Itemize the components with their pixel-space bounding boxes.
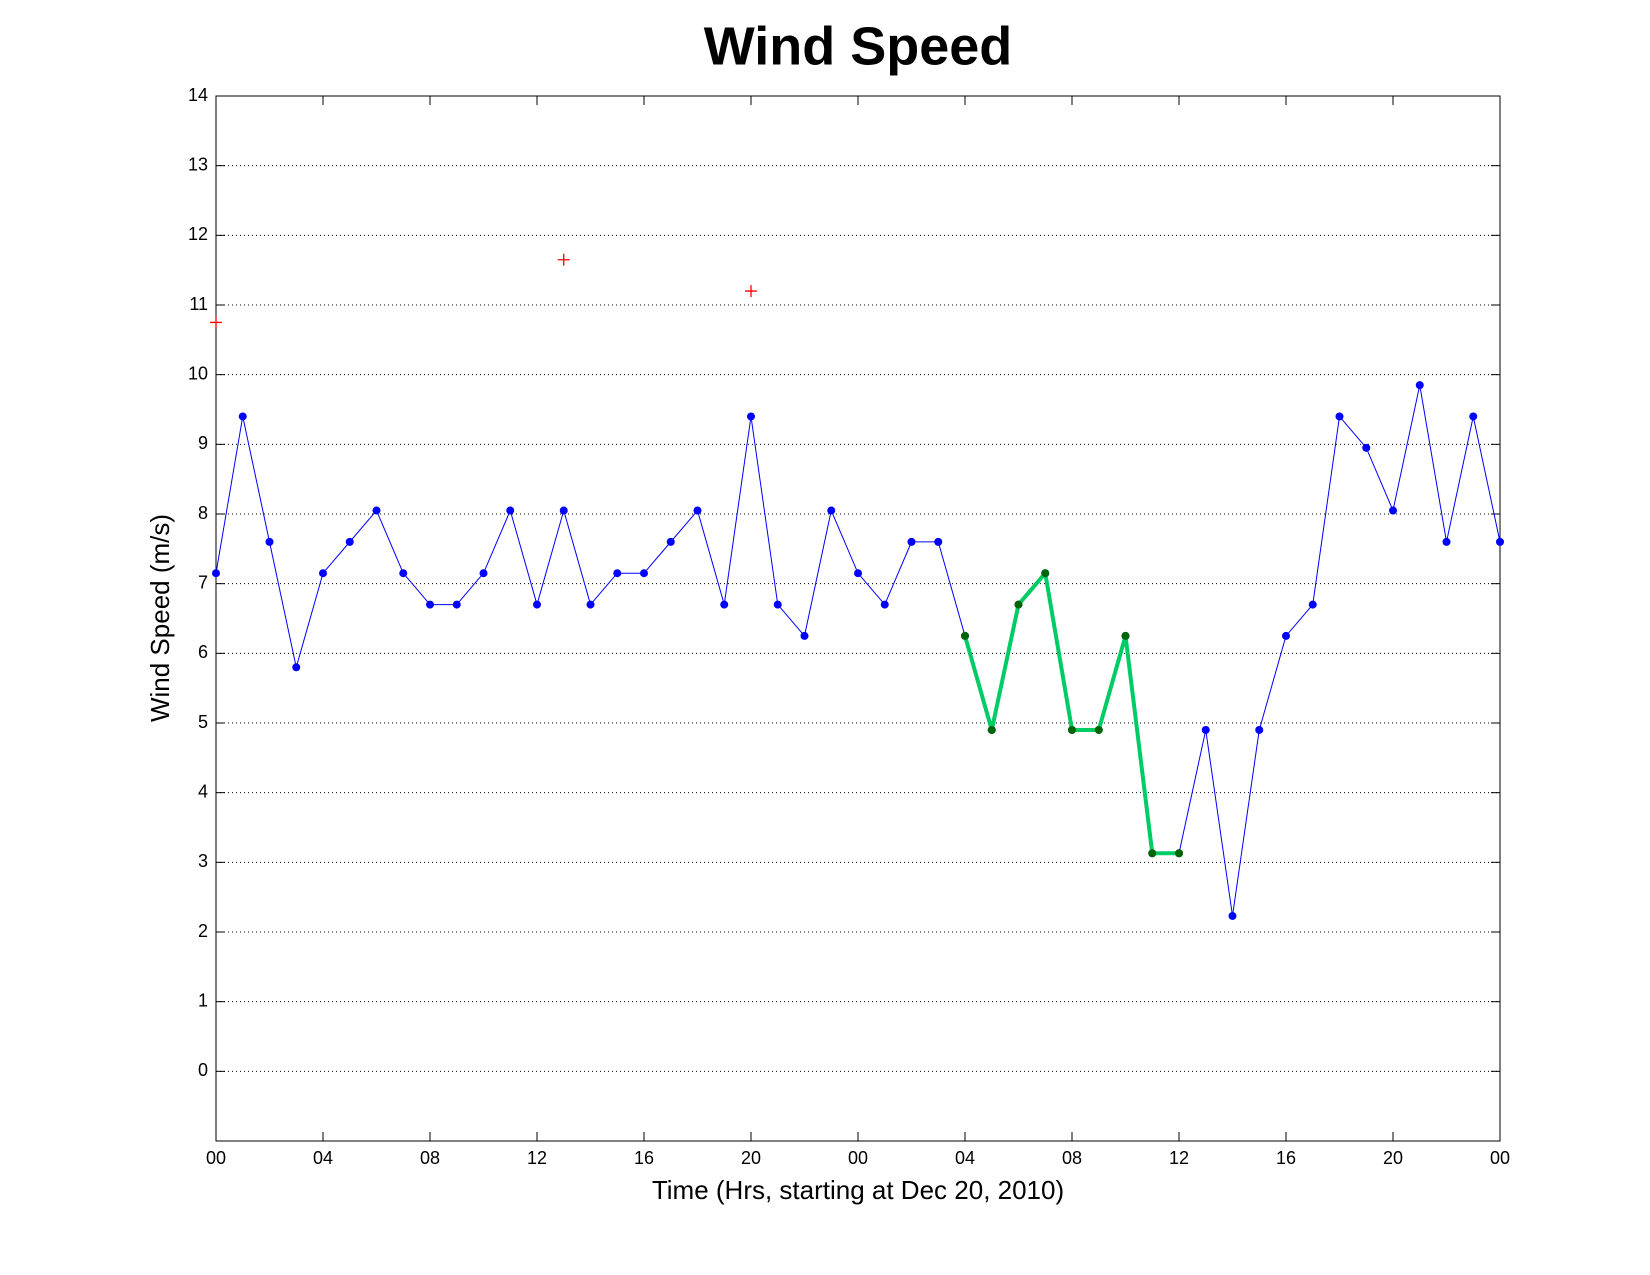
data-point: [1255, 725, 1264, 734]
data-point: [720, 600, 729, 609]
data-point: [559, 506, 568, 515]
data-point: [212, 569, 220, 578]
y-tick-label: 0: [198, 1060, 208, 1080]
data-point: [613, 569, 622, 578]
data-point: [1041, 569, 1050, 578]
y-tick-label: 13: [188, 154, 208, 174]
plus-marker: [210, 316, 222, 329]
data-point: [827, 506, 836, 515]
data-point: [1068, 725, 1076, 734]
y-tick-label: 1: [198, 990, 208, 1010]
x-tick-label: 12: [1169, 1148, 1189, 1168]
data-point: [693, 506, 702, 515]
x-tick-label: 08: [1062, 1148, 1082, 1168]
data-point: [1282, 631, 1290, 640]
y-tick-label: 11: [189, 294, 208, 314]
data-point: [961, 631, 969, 640]
data-point: [1148, 849, 1157, 858]
data-point: [1094, 725, 1103, 734]
data-point: [319, 569, 327, 578]
data-point: [1362, 443, 1371, 452]
data-point: [773, 600, 782, 609]
x-tick-label: 00: [206, 1148, 226, 1168]
y-tick-label: 9: [198, 433, 208, 453]
data-point: [345, 537, 354, 546]
x-tick-label: 20: [741, 1148, 761, 1168]
x-tick-label: 04: [313, 1148, 333, 1168]
data-point: [1335, 412, 1344, 421]
data-point: [800, 631, 809, 640]
data-point: [1469, 412, 1478, 421]
data-point: [880, 600, 889, 609]
data-point: [372, 506, 381, 515]
x-tick-label: 16: [634, 1148, 654, 1168]
data-point: [1228, 911, 1237, 920]
data-point: [265, 537, 274, 546]
data-point: [399, 569, 408, 578]
data-point: [1308, 600, 1317, 609]
data-point: [1415, 381, 1424, 390]
y-tick-label: 12: [188, 224, 208, 244]
data-point: [640, 569, 648, 578]
series-line: [215, 384, 1501, 917]
y-tick-label: 14: [188, 85, 208, 105]
plot-frame: [215, 95, 1501, 1142]
data-point: [987, 725, 996, 734]
data-point: [1014, 600, 1023, 609]
data-point: [907, 537, 916, 546]
x-tick-label: 04: [955, 1148, 975, 1168]
data-point: [1201, 725, 1210, 734]
y-tick-label: 7: [198, 572, 208, 592]
y-tick-label: 10: [188, 363, 208, 383]
x-tick-label: 20: [1383, 1148, 1403, 1168]
y-tick-label: 8: [198, 503, 208, 523]
y-tick-label: 3: [198, 851, 208, 871]
data-point: [238, 412, 247, 421]
data-point: [1121, 631, 1130, 640]
data-point: [934, 537, 943, 546]
data-point: [479, 569, 488, 578]
data-point: [1389, 506, 1397, 515]
plus-marker: [745, 285, 757, 298]
data-point: [533, 600, 541, 609]
y-tick-label: 5: [198, 712, 208, 732]
data-point: [452, 600, 461, 609]
data-point: [1442, 537, 1451, 546]
x-tick-label: 00: [1490, 1148, 1510, 1168]
y-axis-label: Wind Speed (m/s): [145, 514, 175, 722]
x-tick-label: 08: [420, 1148, 440, 1168]
x-axis-label: Time (Hrs, starting at Dec 20, 2010): [652, 1175, 1064, 1205]
series-line: [963, 571, 1179, 856]
x-tick-label: 00: [848, 1148, 868, 1168]
data-point: [586, 600, 595, 609]
y-tick-label: 6: [198, 642, 208, 662]
y-tick-label: 4: [198, 781, 208, 801]
data-point: [666, 537, 675, 546]
y-tick-label: 2: [198, 921, 208, 941]
data-point: [854, 569, 862, 578]
data-point: [747, 412, 755, 421]
data-point: [506, 506, 515, 515]
data-point: [292, 663, 301, 672]
chart-title: Wind Speed: [704, 16, 1013, 76]
plus-marker: [557, 253, 570, 266]
data-point: [426, 600, 434, 609]
data-point: [1175, 849, 1183, 858]
x-tick-label: 16: [1276, 1148, 1296, 1168]
data-point: [1496, 537, 1504, 546]
x-tick-label: 12: [527, 1148, 547, 1168]
